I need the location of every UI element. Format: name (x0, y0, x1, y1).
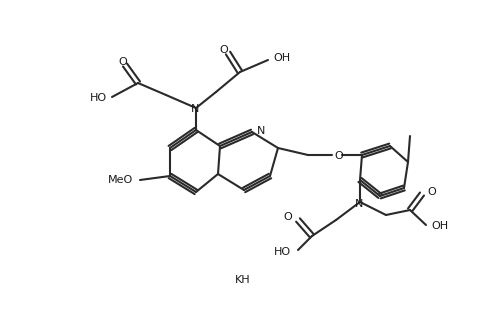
Text: N: N (257, 126, 265, 136)
Text: OH: OH (274, 53, 291, 63)
Text: O: O (119, 57, 127, 67)
Text: HO: HO (274, 247, 291, 257)
Text: KH: KH (235, 275, 251, 285)
Text: N: N (355, 199, 363, 209)
Text: O: O (428, 187, 436, 197)
Text: N: N (191, 104, 199, 114)
Text: O: O (220, 45, 228, 55)
Text: MeO: MeO (107, 175, 133, 185)
Text: O: O (335, 151, 344, 161)
Text: OH: OH (432, 221, 449, 231)
Text: HO: HO (89, 93, 106, 103)
Text: O: O (284, 212, 293, 222)
